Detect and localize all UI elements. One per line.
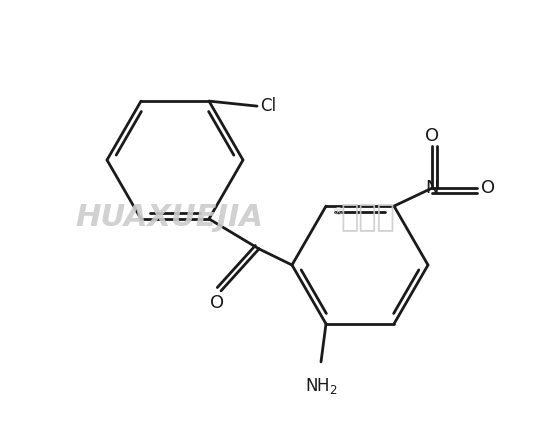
- Text: ®: ®: [332, 207, 343, 217]
- Text: O: O: [425, 127, 439, 145]
- Text: O: O: [481, 179, 495, 197]
- Text: HUAXUEJIA: HUAXUEJIA: [75, 204, 263, 233]
- Text: 化学加: 化学加: [340, 204, 395, 233]
- Text: Cl: Cl: [260, 97, 276, 115]
- Text: N: N: [425, 179, 438, 197]
- Text: O: O: [210, 294, 224, 312]
- Text: NH$_2$: NH$_2$: [305, 376, 337, 396]
